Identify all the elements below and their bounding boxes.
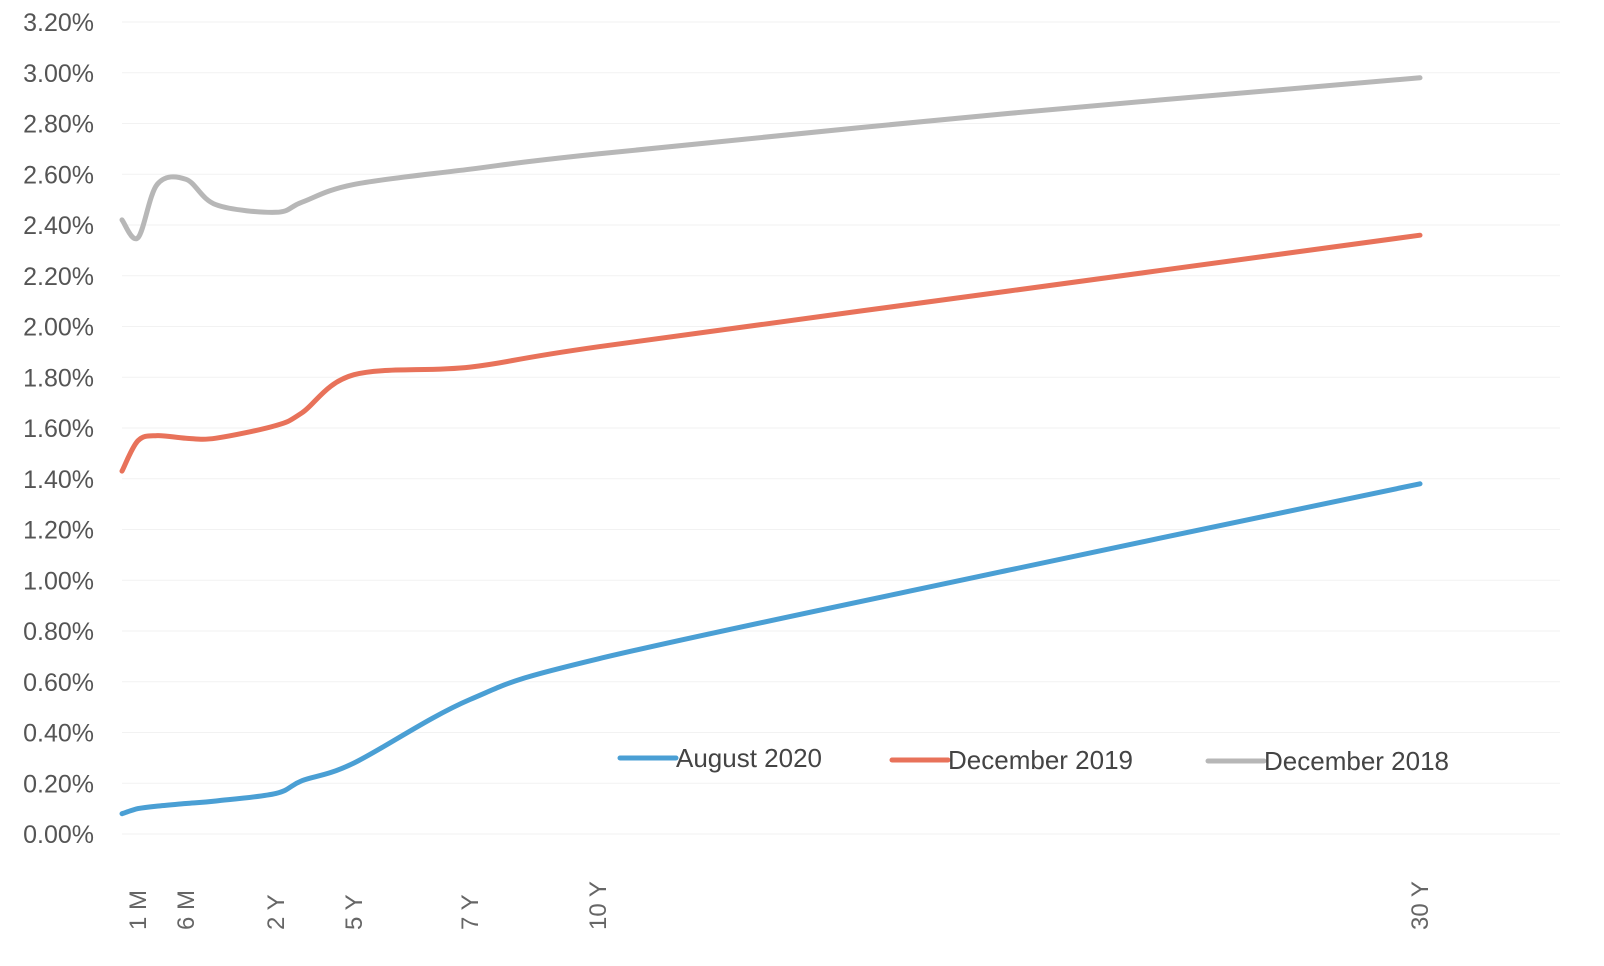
y-axis-ticks: 0.00% 0.20% 0.40% 0.60% 0.80% 1.00% 1.20% 1.40%… (23, 9, 94, 849)
y-tick-label: 3.20% (23, 9, 94, 37)
y-tick-label: 1.00% (23, 567, 94, 595)
y-tick-label: 0.40% (23, 720, 94, 748)
x-tick-label: 5 Y (341, 894, 368, 930)
y-tick-label: 0.00% (23, 821, 94, 849)
series-line-august-2020 (119, 481, 1423, 817)
series-line-december-2018 (119, 75, 1423, 242)
y-tick-label: 0.80% (23, 618, 94, 646)
x-tick-label: 7 Y (457, 894, 484, 930)
y-tick-label: 1.60% (23, 415, 94, 443)
gridlines (122, 21, 1560, 835)
y-tick-label: 1.40% (23, 466, 94, 494)
y-tick-label: 0.60% (23, 669, 94, 697)
x-tick-label: 2 Y (263, 894, 290, 930)
y-tick-label: 2.00% (23, 314, 94, 342)
y-tick-label: 2.60% (23, 161, 94, 189)
y-tick-label: 2.40% (23, 212, 94, 240)
x-tick-label: 10 Y (585, 881, 612, 930)
y-tick-label: 2.80% (23, 111, 94, 139)
legend: August 2020 December 2019 December 2018 (617, 743, 1449, 776)
x-tick-label: 1 M (125, 890, 152, 930)
series-lines (119, 75, 1423, 817)
legend-label: December 2019 (948, 745, 1133, 775)
legend-label: August 2020 (676, 743, 822, 773)
legend-label: December 2018 (1264, 746, 1449, 776)
y-tick-label: 3.00% (23, 60, 94, 88)
x-tick-label: 30 Y (1407, 881, 1434, 930)
y-tick-label: 0.20% (23, 770, 94, 798)
y-tick-label: 1.20% (23, 517, 94, 545)
y-tick-label: 2.20% (23, 263, 94, 291)
x-axis-ticks: 1 M 6 M 2 Y 5 Y 7 Y 10 Y 30 Y (125, 881, 1434, 930)
x-tick-label: 6 M (173, 890, 200, 930)
y-tick-label: 1.80% (23, 364, 94, 392)
series-line-december-2019 (119, 232, 1423, 474)
